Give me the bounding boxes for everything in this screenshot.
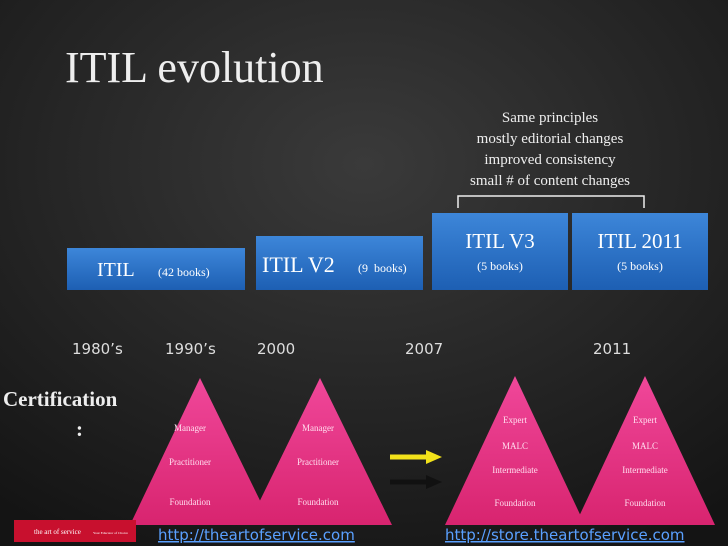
box-name: ITIL xyxy=(97,259,135,281)
level: Foundation xyxy=(624,498,666,508)
era-box xyxy=(572,213,708,290)
year: 2007 xyxy=(405,340,443,358)
box-name: ITIL V3 xyxy=(465,229,534,253)
link[interactable]: http://theartofservice.com xyxy=(158,526,355,544)
note-line: improved consistency xyxy=(484,152,616,168)
box-detail: (5 books) xyxy=(617,259,663,273)
box-detail: (5 books) xyxy=(477,259,523,273)
box-detail: (42 books) xyxy=(158,265,210,279)
level: Foundation xyxy=(494,498,536,508)
pyramid xyxy=(445,376,585,525)
logo xyxy=(14,520,136,542)
level: Intermediate xyxy=(622,465,667,475)
note-line: mostly editorial changes xyxy=(477,131,624,147)
level: Practitioner xyxy=(297,457,339,467)
level: MALC xyxy=(502,441,528,451)
box-name: ITIL 2011 xyxy=(597,229,682,253)
year: 2000 xyxy=(257,340,295,358)
era-box xyxy=(432,213,568,290)
level: Practitioner xyxy=(169,457,211,467)
era-box xyxy=(67,248,245,290)
logo-tagline: Your Educator of Choice xyxy=(93,531,128,535)
title: ITIL evolution xyxy=(65,43,324,92)
pyramid xyxy=(248,378,392,525)
certification-label: Certification xyxy=(3,387,118,411)
arrow-head xyxy=(426,450,442,464)
level: MALC xyxy=(632,441,658,451)
arrow-head xyxy=(426,475,442,489)
level: Expert xyxy=(633,415,657,425)
bracket xyxy=(457,195,645,208)
year: 1990’s xyxy=(165,340,216,358)
box-detail: (9 books) xyxy=(358,261,407,275)
logo-name: the art of service xyxy=(34,528,81,536)
note-line: small # of content changes xyxy=(470,173,630,189)
box-name: ITIL V2 xyxy=(262,252,335,277)
level: Foundation xyxy=(169,497,211,507)
level: Manager xyxy=(174,423,206,433)
note-line: Same principles xyxy=(502,110,598,126)
pyramid xyxy=(130,378,272,525)
level: Foundation xyxy=(297,497,339,507)
level: Manager xyxy=(302,423,334,433)
certification-colon: : xyxy=(76,417,83,441)
level: Expert xyxy=(503,415,527,425)
link[interactable]: http://store.theartofservice.com xyxy=(445,526,685,544)
era-box xyxy=(256,236,423,290)
year: 1980’s xyxy=(72,340,123,358)
level: Intermediate xyxy=(492,465,537,475)
pyramid xyxy=(575,376,715,525)
year: 2011 xyxy=(593,340,631,358)
